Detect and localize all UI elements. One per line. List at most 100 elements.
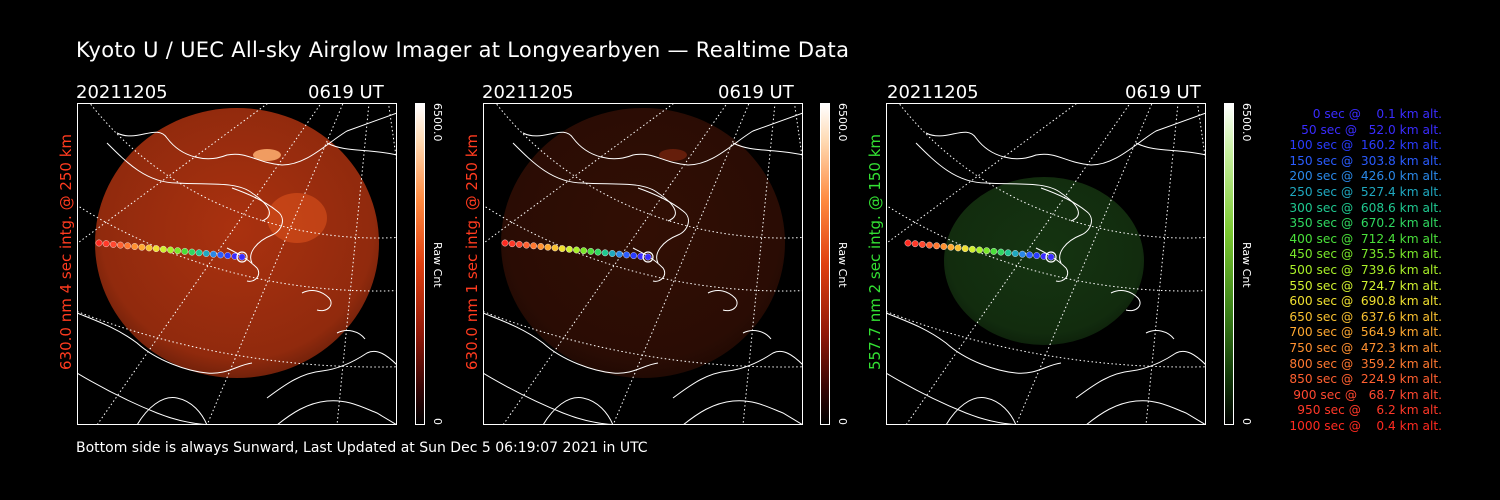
trajectory-point [530,242,537,250]
legend-row: 750 sec @ 472.3 km alt. [1289,340,1442,355]
legend-row: 0 sec @ 0.1 km alt. [1312,107,1442,121]
trajectory-point [159,245,167,253]
panel-1-colorbar-min: 0 [431,418,444,425]
trajectory-point [515,240,523,248]
trajectory-point [573,246,580,254]
trajectory-point [911,240,919,248]
trajectory-point [1004,249,1012,257]
panel-3-colorbar-unit: Raw Cnt [1240,242,1253,288]
trajectory-point [558,245,566,253]
legend-row: 800 sec @ 359.2 km alt. [1289,356,1442,371]
map-frame [483,103,803,425]
trajectory-point [918,240,926,248]
trajectory-point [145,244,153,252]
trajectory-point [644,253,652,261]
panel-2-wavelength-label: 630.0 nm 1 sec intg. @ 250 km [463,133,481,370]
page-title: Kyoto U / UEC All-sky Airglow Imager at … [76,38,850,62]
legend-row: 150 sec @ 303.8 km alt. [1289,153,1442,168]
trajectory-point [181,247,189,255]
legend-row: 450 sec @ 735.5 km alt. [1289,247,1442,262]
trajectory-point [976,246,983,254]
station-marker [1045,251,1057,263]
airglow-region [501,108,785,378]
trajectory-point [209,250,217,258]
trajectory-point [544,243,552,251]
trajectory-point [983,247,991,255]
trajectory-point [565,245,573,253]
legend-row: 350 sec @ 670.2 km alt. [1289,216,1442,231]
legend-row: 250 sec @ 527.4 km alt. [1289,184,1442,199]
trajectory-point [940,243,948,250]
station-marker [642,251,654,263]
trajectory-point [117,241,124,249]
legend-row: 400 sec @ 712.4 km alt. [1289,231,1442,246]
map-frame [77,103,397,425]
trajectory-point [587,247,595,255]
lat-lon-grid [886,103,1206,425]
satellite-trajectory [501,239,654,263]
panel-1-colorbar-max: 6500.0 [431,103,444,142]
trajectory-point [501,239,509,247]
panel-1-wavelength-label: 630.0 nm 4 sec intg. @ 250 km [57,133,75,370]
panel-2-date: 20211205 [482,82,574,103]
trajectory-point [961,245,969,253]
legend-row: 200 sec @ 426.0 km alt. [1289,169,1442,184]
trajectory-point [124,242,131,250]
lat-lon-grid [483,103,803,425]
legend-row: 500 sec @ 739.6 km alt. [1289,262,1442,277]
trajectory-point [202,250,210,257]
legend-row: 300 sec @ 608.6 km alt. [1289,200,1442,215]
coastline [77,112,397,425]
map-frame [886,103,1206,425]
panel-2-colorbar-max: 6500.0 [836,103,849,142]
trajectory-point [580,247,588,255]
legend-row: 50 sec @ 52.0 km alt. [1301,122,1442,137]
trajectory-point [997,248,1005,256]
trajectory-point [102,240,110,248]
station-marker [236,251,248,263]
panel-3-colorbar [1224,103,1234,425]
trajectory-point [523,241,530,249]
panel-1-colorbar [415,103,425,425]
trajectory-point [1040,252,1048,260]
panel-3-date: 20211205 [887,82,979,103]
panel-2-colorbar-min: 0 [836,418,849,425]
panel-1-time: 0619 UT [308,82,384,103]
trajectory-point [1018,250,1026,258]
trajectory-point [508,240,516,248]
trajectory-point [1047,253,1055,261]
trajectory-point [224,252,232,260]
trajectory-point [95,239,103,247]
legend-row: 550 sec @ 724.7 km alt. [1289,278,1442,293]
trajectory-point [926,241,933,249]
trajectory-point [954,244,962,252]
panel-2-time: 0619 UT [718,82,794,103]
trajectory-point [537,243,545,250]
trajectory-point [594,248,602,256]
legend-row: 650 sec @ 637.6 km alt. [1289,309,1442,324]
trajectory-point [167,246,174,254]
aurora-bright-spot [659,149,687,161]
trajectory-point [231,252,239,260]
trajectory-point [1033,252,1041,260]
legend-row: 850 sec @ 224.9 km alt. [1289,372,1442,387]
trajectory-point [195,249,203,257]
trajectory-point [904,239,912,247]
trajectory-point [1011,250,1019,257]
trajectory-legend: 0 sec @ 0.1 km alt. 50 sec @ 52.0 km alt.… [1262,107,1442,434]
panel-2-colorbar [820,103,830,425]
legend-row: 100 sec @ 160.2 km alt. [1289,138,1442,153]
footer-status: Bottom side is always Sunward, Last Upda… [76,440,648,456]
aurora-bright-spot [253,149,281,161]
trajectory-point [152,245,160,253]
trajectory-point [1026,251,1033,259]
panel-2-sky-image [483,103,803,425]
trajectory-point [601,249,609,257]
panel-3-wavelength-label: 557.7 nm 2 sec intg. @ 150 km [866,133,884,370]
trajectory-point [968,245,976,253]
panel-3-colorbar-max: 6500.0 [1240,103,1253,142]
legend-row: 1000 sec @ 0.4 km alt. [1289,418,1442,433]
trajectory-point [174,247,182,255]
trajectory-point [138,243,146,251]
trajectory-point [608,250,616,257]
